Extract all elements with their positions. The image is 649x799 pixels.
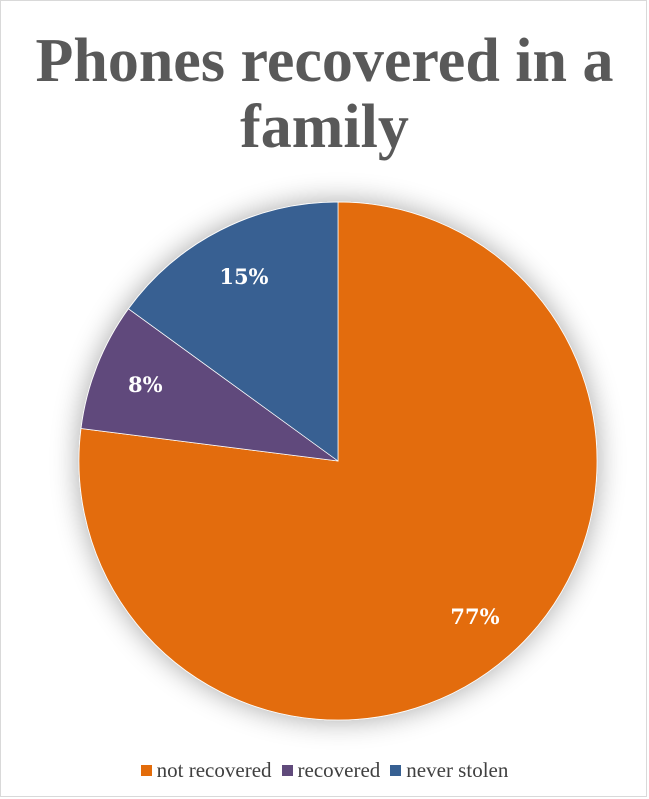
- chart-title: Phones recovered in a family: [35, 27, 614, 161]
- data-label-recovered: 8%: [128, 372, 163, 397]
- legend: not recovered recovered never stolen: [0, 758, 649, 783]
- pie-slice-never-stolen: [127, 201, 339, 462]
- pie-slices: [78, 201, 598, 721]
- data-label-never-stolen: 15%: [219, 264, 268, 289]
- legend-label-not-recovered: not recovered: [156, 758, 272, 782]
- pie-slice-recovered: [80, 308, 339, 462]
- legend-item-never-stolen: never stolen: [390, 758, 508, 783]
- legend-swatch-never-stolen: [390, 765, 402, 776]
- legend-item-recovered: recovered: [281, 758, 381, 783]
- legend-label-never-stolen: never stolen: [406, 758, 509, 782]
- legend-swatch-not-recovered: [140, 765, 152, 776]
- legend-item-not-recovered: not recovered: [140, 758, 272, 783]
- pie-data-labels: 77% 8% 15%: [128, 264, 500, 629]
- legend-swatch-recovered: [281, 765, 293, 776]
- data-label-not-recovered: 77%: [450, 604, 499, 629]
- legend-label-recovered: recovered: [297, 758, 381, 782]
